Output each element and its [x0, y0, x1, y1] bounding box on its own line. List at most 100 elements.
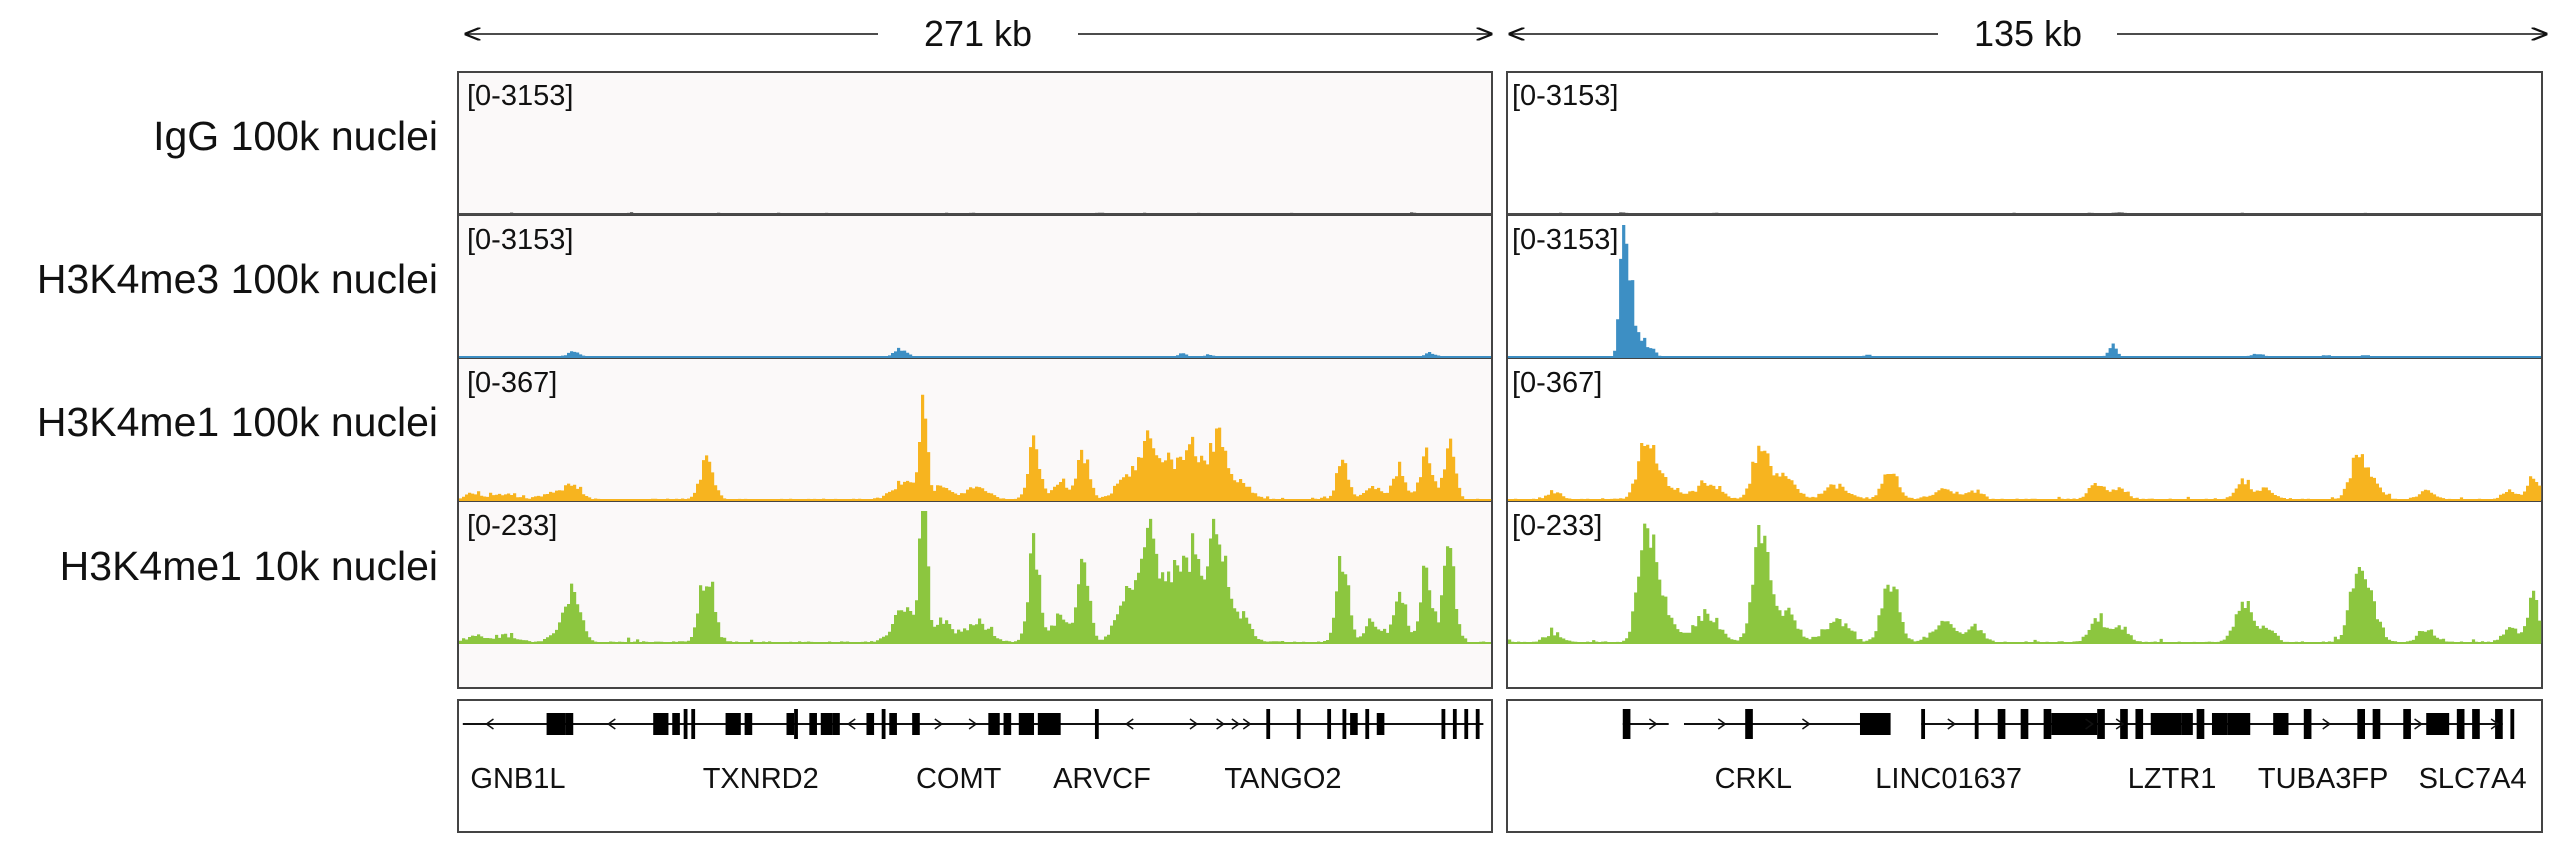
- gene-track-left: GNB1L TXNRD2 COMT ARVCF TANGO2: [462, 709, 1484, 795]
- coverage-bars: [459, 511, 1489, 643]
- strand-arrow: [2085, 718, 2094, 730]
- tracks-left: [458, 212, 1492, 644]
- gene-exon: [1745, 709, 1753, 739]
- gene-exon: [1365, 709, 1370, 739]
- strand-arrow: [607, 718, 616, 730]
- gene-exon: [889, 713, 897, 735]
- coverage-h3k4me1_10k: [459, 511, 1491, 644]
- gene-exon: [1037, 713, 1061, 735]
- coverage-bars: [510, 212, 1489, 214]
- gene-exon: [1376, 713, 1385, 735]
- gene-exon: [2150, 713, 2182, 735]
- coverage-bars: [1508, 443, 2542, 500]
- strand-arrow: [1216, 718, 1225, 730]
- strand-arrow: [1717, 718, 1727, 730]
- strand-arrow: [2490, 718, 2500, 730]
- gene-exon: [1094, 709, 1099, 739]
- scale-label-right: 135 kb: [1974, 13, 2082, 54]
- gene-exon: [2403, 709, 2411, 739]
- track-label-igg: IgG 100k nuclei: [153, 113, 438, 159]
- panel-left: 271 kb [0-3153] [0-3153] [0-367] [0-233]…: [457, 13, 1493, 833]
- coverage-bars: [1547, 212, 2467, 214]
- strand-arrow: [846, 718, 856, 730]
- gene-exon: [725, 713, 741, 735]
- range-label-left-h3k4me1-10k: [0-233]: [467, 510, 557, 542]
- gene-exon: [1018, 713, 1035, 735]
- strand-arrow: [1124, 718, 1134, 730]
- gene-label-slc7a4: SLC7A4: [2419, 763, 2527, 795]
- gene-exon: [2510, 709, 2515, 739]
- gene-exon: [2051, 713, 2098, 735]
- gene-exon: [2135, 709, 2144, 739]
- coverage-h3k4me1_100k: [1508, 443, 2542, 501]
- gene-label-linc01637: LINC01637: [1875, 763, 2022, 795]
- track-label-h3k4me1-10k: H3K4me1 10k nuclei: [60, 543, 438, 589]
- gene-exon: [1622, 709, 1631, 739]
- gene-exon: [1974, 709, 1979, 739]
- gene-exon: [1003, 713, 1012, 735]
- gene-exon: [546, 713, 566, 735]
- range-label-left-h3k4me3: [0-3153]: [467, 224, 573, 256]
- gene-exon: [565, 713, 574, 735]
- strand-arrow: [934, 718, 944, 730]
- coverage-h3k4me1_10k: [1508, 523, 2542, 644]
- gene-label-txnrd2: TXNRD2: [703, 763, 819, 795]
- gene-exon: [2181, 713, 2193, 735]
- gene-label-arvcf: ARVCF: [1053, 763, 1151, 795]
- gene-exon: [1350, 713, 1358, 735]
- gene-exon: [1475, 709, 1480, 739]
- gene-exon: [2020, 709, 2029, 739]
- gene-exon: [2357, 709, 2366, 739]
- coverage-igg: [459, 212, 1491, 215]
- gene-exon: [2303, 709, 2312, 739]
- coverage-igg: [1508, 212, 2541, 215]
- range-label-left-h3k4me1-100k: [0-367]: [467, 367, 557, 399]
- gene-exon: [2227, 713, 2251, 735]
- gene-exon: [1327, 709, 1332, 739]
- strand-arrow: [1801, 718, 1811, 730]
- range-label-right-h3k4me1-100k: [0-367]: [1512, 367, 1602, 399]
- panel-right: 135 kb [0-3153] [0-3153] [0-367] [0-233]…: [1506, 13, 2546, 833]
- gene-exon: [744, 713, 753, 735]
- coverage-bars: [1508, 523, 2542, 643]
- gene-exon: [866, 713, 875, 735]
- strand-arrow: [1648, 718, 1658, 730]
- gene-frame-left: [457, 699, 1493, 833]
- range-label-right-igg: [0-3153]: [1512, 80, 1618, 112]
- range-label-right-h3k4me1-10k: [0-233]: [1512, 510, 1602, 542]
- gene-exon: [1464, 709, 1469, 739]
- coverage-h3k4me1_100k: [459, 394, 1492, 501]
- gene-exon: [683, 709, 688, 739]
- gene-exon: [1452, 709, 1457, 739]
- gene-exon: [1997, 709, 2006, 739]
- gene-exon: [1266, 709, 1271, 739]
- gene-exon: [2456, 709, 2465, 739]
- gene-exon: [1921, 709, 1926, 739]
- gene-exon: [2372, 709, 2381, 739]
- gene-exon: [1342, 709, 1347, 739]
- strand-arrow: [1242, 718, 1252, 730]
- gene-exon: [2196, 709, 2205, 739]
- gene-exon: [2097, 709, 2105, 739]
- gene-exon: [691, 709, 696, 739]
- gene-label-gnb1l: GNB1L: [470, 763, 565, 795]
- gene-exon: [912, 713, 920, 735]
- gene-exon: [2426, 713, 2450, 735]
- scale-bar-right: 135 kb: [1510, 13, 2546, 54]
- coverage-h3k4me3: [459, 347, 1491, 358]
- gene-exon: [672, 713, 680, 735]
- gene-exon: [2043, 709, 2052, 739]
- strand-arrow: [1189, 718, 1199, 730]
- gene-exon: [881, 709, 886, 739]
- gene-exon: [2211, 713, 2228, 735]
- gene-label-lztr1: LZTR1: [2128, 763, 2217, 795]
- gene-exon: [809, 713, 817, 735]
- gene-label-crkl: CRKL: [1715, 763, 1792, 795]
- gene-exon: [1441, 709, 1446, 739]
- gene-exon: [1296, 709, 1301, 739]
- scale-label-left: 271 kb: [924, 13, 1032, 54]
- gene-exon: [786, 713, 795, 735]
- strand-arrow: [1231, 718, 1241, 730]
- strand-arrow: [968, 718, 978, 730]
- range-label-right-h3k4me3: [0-3153]: [1512, 224, 1618, 256]
